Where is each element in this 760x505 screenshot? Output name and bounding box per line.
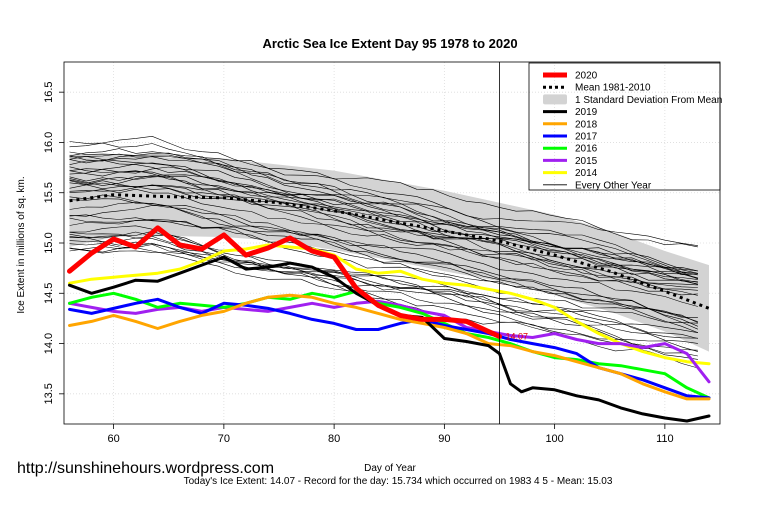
series-line-2018 xyxy=(68,293,711,401)
historical-year-line xyxy=(69,155,698,276)
legend-label: 2016 xyxy=(575,144,598,155)
legend-label: 2015 xyxy=(575,156,598,167)
historical-year-line xyxy=(69,198,698,307)
historical-year-line xyxy=(69,166,698,282)
historical-year-line xyxy=(69,219,698,318)
legend-label: 2020 xyxy=(575,71,598,82)
historical-year-line xyxy=(69,237,698,352)
historical-year-line xyxy=(69,182,698,296)
historical-year-line xyxy=(69,244,698,360)
historical-year-line xyxy=(69,217,699,330)
series-line-2015 xyxy=(68,299,711,384)
today-value-label: 14.07 xyxy=(505,332,528,342)
y-tick-label: 14.0 xyxy=(43,333,55,354)
historical-year-line xyxy=(69,135,698,248)
legend-swatch-band xyxy=(543,94,567,105)
legend-label: 2017 xyxy=(575,132,598,143)
y-tick-label: 13.5 xyxy=(43,383,55,404)
footer-stats: Today's Ice Extent: 14.07 - Record for t… xyxy=(184,476,613,487)
historical-year-line xyxy=(69,174,698,285)
historical-year-line xyxy=(69,188,698,291)
std-dev-band xyxy=(69,154,709,352)
y-tick-label: 14.5 xyxy=(43,283,55,304)
historical-year-line xyxy=(69,155,699,280)
plot-area: 14.07 60 70 80 90 100 110 13.5 14.0 14.5 15.0 15.5 1… xyxy=(43,61,722,445)
y-tick-label: 15.5 xyxy=(43,182,55,203)
historical-year-line xyxy=(69,225,698,333)
historical-year-line xyxy=(69,159,698,276)
plot-series-group xyxy=(67,135,711,423)
historical-year-line xyxy=(69,240,698,344)
x-tick-label: 90 xyxy=(438,433,450,445)
chart-title: Arctic Sea Ice Extent Day 95 1978 to 202… xyxy=(262,36,517,51)
historical-year-line xyxy=(69,184,698,286)
historical-year-line xyxy=(69,153,698,272)
historical-year-line xyxy=(69,243,698,369)
watermark-url: http://sunshinehours.wordpress.com xyxy=(17,460,274,477)
historical-year-line xyxy=(69,231,698,339)
y-tick-label: 16.5 xyxy=(43,81,55,102)
y-axis-label: Ice Extent in millions of sq. km. xyxy=(16,176,27,313)
historical-year-line xyxy=(69,142,698,246)
x-tick-label: 110 xyxy=(656,433,674,445)
series-line-2017 xyxy=(68,297,711,400)
legend-label: 2018 xyxy=(575,119,598,130)
historical-year-line xyxy=(69,152,698,274)
x-tick-label: 70 xyxy=(218,433,230,445)
series-line-2020 xyxy=(67,225,502,339)
y-tick-label: 15.0 xyxy=(43,232,55,253)
historical-year-line xyxy=(69,175,698,283)
mean-line xyxy=(69,193,710,310)
legend-label: Every Other Year xyxy=(575,180,652,191)
x-tick-label: 60 xyxy=(107,433,119,445)
x-tick-label: 100 xyxy=(545,433,563,445)
legend-label: 2019 xyxy=(575,107,598,118)
historical-year-line xyxy=(69,170,698,280)
legend-label: Mean 1981-2010 xyxy=(575,83,651,94)
legend-box xyxy=(528,62,721,191)
historical-year-line xyxy=(69,162,698,285)
historical-year-line xyxy=(69,243,698,351)
legend-label: 1 Standard Deviation From Mean xyxy=(575,95,722,106)
historical-year-line xyxy=(69,151,698,274)
historical-year-line xyxy=(69,194,698,322)
series-line-2016 xyxy=(68,289,711,400)
historical-year-line xyxy=(69,180,698,288)
series-line-2014 xyxy=(68,243,711,366)
y-tick-label: 16.0 xyxy=(43,132,55,153)
x-axis-label: Day of Year xyxy=(364,463,416,474)
x-tick-label: 80 xyxy=(328,433,340,445)
legend-label: 2014 xyxy=(575,168,598,179)
historical-year-line xyxy=(69,214,699,333)
